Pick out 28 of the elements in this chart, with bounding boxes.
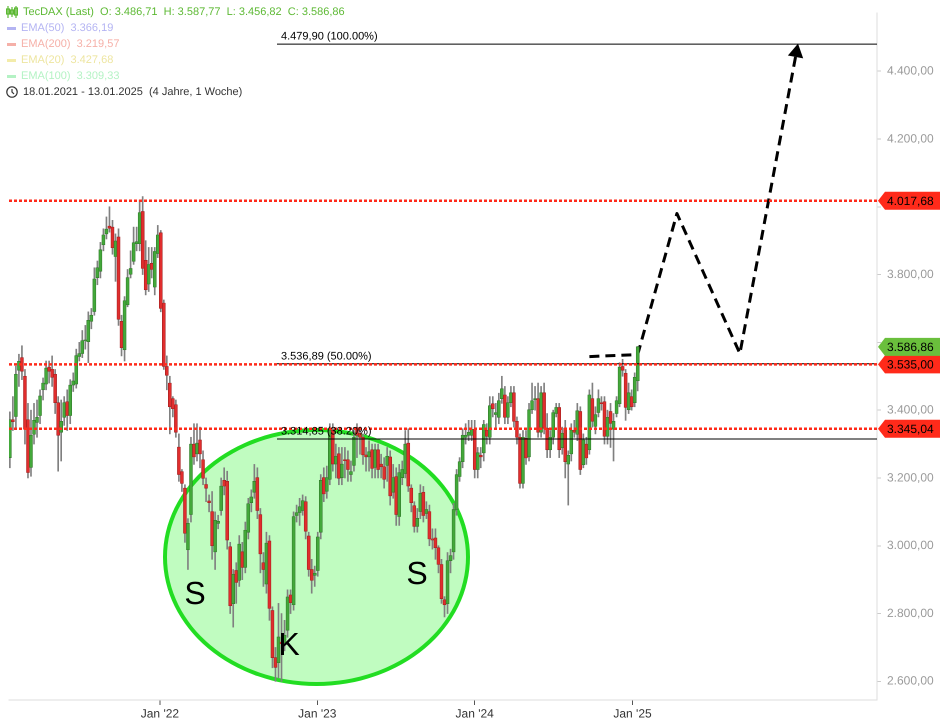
annotation: EMA(50) 3.366,19 [21, 21, 114, 36]
annotation: S [184, 574, 206, 611]
candlestick [397, 464, 402, 526]
annotation: EMA(200) 3.219,57 [21, 37, 120, 52]
y-tick-label: 4.200,00 [887, 131, 934, 146]
y-tick-label: 2.800,00 [887, 606, 934, 620]
ref-line-label: 3.535,00 [887, 358, 934, 372]
y-tick-label: 2.600,00 [887, 674, 934, 688]
y-tick-label: 3.800,00 [887, 266, 934, 281]
y-tick-label: 4.400,00 [887, 63, 934, 78]
y-tick-label: 3.000,00 [887, 538, 934, 552]
annotation: TecDAX (Last) O: 3.486,71 H: 3.587,77 L: 3.456,82 C: 3.586,86 [23, 5, 345, 20]
annotation: 18.01.2021 - 13.01.2025 (4 Jahre, 1 Woche) [23, 85, 242, 100]
x-tick-label: Jan '25 [613, 706, 652, 720]
ref-line-label: 4.017,68 [887, 194, 934, 208]
ref-line-label: 4.479,90 (100.00%) [281, 30, 378, 43]
ref-line-label: 3.345,04 [887, 422, 934, 436]
text: 3.586,86 [887, 340, 934, 354]
annotation: K [278, 626, 300, 662]
x-tick-label: Jan '23 [298, 706, 337, 720]
ref-line-label: 3.536,89 (50.00%) [281, 350, 372, 362]
annotation: EMA(100) 3.309,33 [21, 69, 120, 84]
annotation: S [406, 554, 428, 591]
x-tick-label: Jan '22 [140, 706, 180, 720]
y-tick-label: 3.200,00 [887, 470, 934, 484]
x-tick-label: Jan '24 [456, 706, 494, 720]
annotation: EMA(20) 3.427,68 [21, 53, 114, 68]
y-tick-label: 3.400,00 [887, 402, 934, 416]
